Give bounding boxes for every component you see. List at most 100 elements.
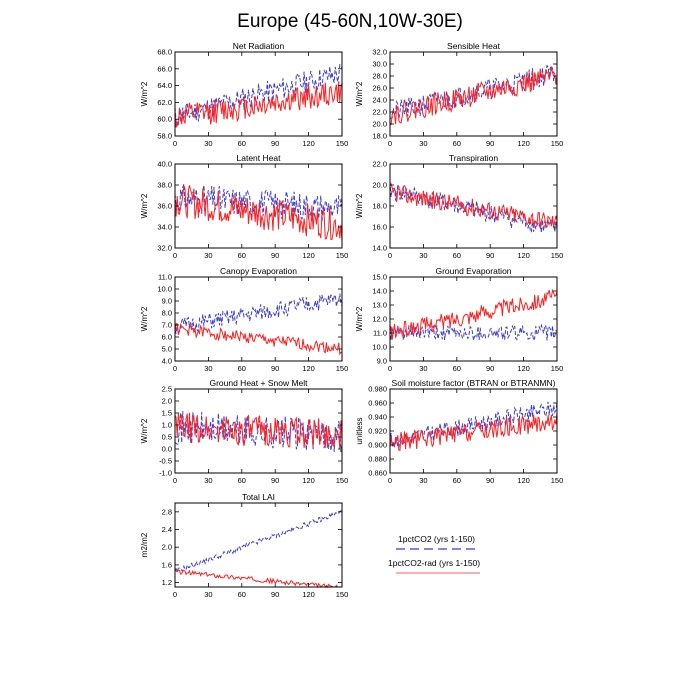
series-line-1pctco2-rad bbox=[389, 411, 558, 451]
panel-title: Ground Evaporation bbox=[435, 266, 511, 276]
x-tick-label: 150 bbox=[336, 139, 349, 148]
y-tick-label: 26.0 bbox=[372, 84, 387, 93]
y-tick-label: 0.900 bbox=[368, 441, 387, 450]
y-tick-label: 0.960 bbox=[368, 399, 387, 408]
figure-title: Europe (45-60N,10W-30E) bbox=[237, 11, 463, 32]
y-tick-label: 58.0 bbox=[157, 132, 172, 141]
x-tick-label: 60 bbox=[453, 476, 461, 485]
y-axis-label: W/m^2 bbox=[355, 306, 364, 331]
x-tick-label: 90 bbox=[271, 364, 279, 373]
x-tick-label: 0 bbox=[173, 139, 177, 148]
series-line-1pctco2 bbox=[174, 411, 343, 453]
x-tick-label: 150 bbox=[551, 139, 564, 148]
panel-title: Latent Heat bbox=[237, 153, 282, 163]
x-tick-label: 60 bbox=[453, 251, 461, 260]
x-tick-label: 60 bbox=[453, 364, 461, 373]
x-tick-label: 90 bbox=[271, 476, 279, 485]
x-tick-label: 30 bbox=[419, 364, 427, 373]
y-tick-label: 22.0 bbox=[372, 160, 387, 169]
series-line-1pctco2-rad bbox=[389, 288, 558, 340]
series-line-1pctco2-rad bbox=[174, 81, 343, 128]
series-line-1pctco2-rad bbox=[174, 412, 343, 450]
y-tick-label: 1.0 bbox=[162, 421, 172, 430]
y-tick-label: 8.0 bbox=[162, 309, 172, 318]
x-tick-label: 120 bbox=[302, 476, 315, 485]
y-tick-label: 2.8 bbox=[162, 507, 172, 516]
y-tick-label: 0.880 bbox=[368, 455, 387, 464]
chart-panel-3: Latent Heat 0 30 60 90 120 150 32.0 34.0 36.0 38.0… bbox=[140, 153, 348, 260]
panel-title: Transpiration bbox=[449, 153, 499, 163]
series-line-1pctco2 bbox=[174, 510, 343, 574]
x-tick-label: 120 bbox=[517, 251, 530, 260]
legend-label-1: 1pctCO2 (yrs 1-150) bbox=[398, 534, 475, 544]
x-tick-label: 120 bbox=[517, 476, 530, 485]
x-tick-label: 30 bbox=[204, 590, 212, 599]
series-line-1pctco2-rad bbox=[174, 322, 343, 356]
x-tick-label: 150 bbox=[336, 364, 349, 373]
y-tick-label: -0.5 bbox=[159, 457, 172, 466]
y-tick-label: 10.0 bbox=[157, 285, 172, 294]
series-line-1pctco2-rad bbox=[174, 185, 343, 241]
y-tick-label: 14.0 bbox=[372, 244, 387, 253]
y-tick-label: 0.5 bbox=[162, 433, 172, 442]
y-tick-label: 9.0 bbox=[377, 357, 387, 366]
y-tick-label: 20.0 bbox=[372, 120, 387, 129]
x-tick-label: 90 bbox=[486, 139, 494, 148]
x-tick-label: 150 bbox=[551, 251, 564, 260]
y-tick-label: 10.0 bbox=[372, 343, 387, 352]
y-tick-label: 1.6 bbox=[162, 560, 172, 569]
y-tick-label: 62.0 bbox=[157, 98, 172, 107]
y-axis-label: m2/m2 bbox=[140, 532, 149, 557]
x-tick-label: 60 bbox=[238, 139, 246, 148]
y-tick-label: 6.0 bbox=[162, 333, 172, 342]
y-tick-label: 0.920 bbox=[368, 427, 387, 436]
y-axis-label: W/m^2 bbox=[140, 306, 149, 331]
y-tick-label: 0.0 bbox=[162, 445, 172, 454]
x-tick-label: 60 bbox=[238, 364, 246, 373]
x-tick-label: 120 bbox=[302, 139, 315, 148]
panel-title: Net Radiation bbox=[233, 41, 285, 51]
legend: 1pctCO2 (yrs 1-150) 1pctCO2-rad (yrs 1-15… bbox=[388, 534, 480, 574]
panel-title: Ground Heat + Snow Melt bbox=[209, 378, 308, 388]
x-tick-label: 120 bbox=[302, 251, 315, 260]
y-tick-label: 22.0 bbox=[372, 108, 387, 117]
x-tick-label: 150 bbox=[551, 476, 564, 485]
y-tick-label: 36.0 bbox=[157, 202, 172, 211]
y-tick-label: 34.0 bbox=[157, 223, 172, 232]
series-line-1pctco2 bbox=[389, 323, 558, 343]
x-tick-label: 30 bbox=[419, 476, 427, 485]
plot-frame bbox=[174, 51, 343, 137]
x-tick-label: 0 bbox=[173, 251, 177, 260]
x-tick-label: 0 bbox=[173, 590, 177, 599]
x-tick-label: 90 bbox=[271, 251, 279, 260]
y-tick-label: 40.0 bbox=[157, 160, 172, 169]
y-tick-label: 32.0 bbox=[372, 48, 387, 57]
y-tick-label: 60.0 bbox=[157, 115, 172, 124]
chart-panel-9: Total LAI 0 30 60 90 120 150 1.2 1.6 2.0 2.4 2.8 m2/… bbox=[140, 492, 348, 599]
y-tick-label: 0.980 bbox=[368, 385, 387, 394]
y-tick-label: 14.0 bbox=[372, 287, 387, 296]
y-axis-label: W/m^2 bbox=[355, 193, 364, 218]
y-tick-label: 9.0 bbox=[162, 297, 172, 306]
plot-frame bbox=[174, 276, 343, 362]
panel-title: Sensible Heat bbox=[447, 41, 501, 51]
y-tick-label: 2.0 bbox=[162, 543, 172, 552]
x-tick-label: 60 bbox=[453, 139, 461, 148]
series-line-1pctco2-rad bbox=[174, 569, 342, 589]
y-tick-label: 2.0 bbox=[162, 397, 172, 406]
x-tick-label: 60 bbox=[238, 476, 246, 485]
chart-panel-7: Ground Heat + Snow Melt 0 30 60 90 120 150 -1.0… bbox=[140, 378, 348, 485]
y-tick-label: 15.0 bbox=[372, 273, 387, 282]
series-line-1pctco2 bbox=[174, 293, 343, 335]
x-tick-label: 0 bbox=[173, 364, 177, 373]
x-tick-label: 150 bbox=[336, 251, 349, 260]
x-tick-label: 30 bbox=[204, 364, 212, 373]
y-axis-label: W/m^2 bbox=[140, 81, 149, 106]
y-tick-label: 68.0 bbox=[157, 48, 172, 57]
x-tick-label: 0 bbox=[388, 251, 392, 260]
y-tick-label: 16.0 bbox=[372, 223, 387, 232]
y-tick-label: 7.0 bbox=[162, 321, 172, 330]
series-line-1pctco2 bbox=[389, 181, 558, 235]
y-tick-label: 5.0 bbox=[162, 345, 172, 354]
x-tick-label: 90 bbox=[271, 139, 279, 148]
